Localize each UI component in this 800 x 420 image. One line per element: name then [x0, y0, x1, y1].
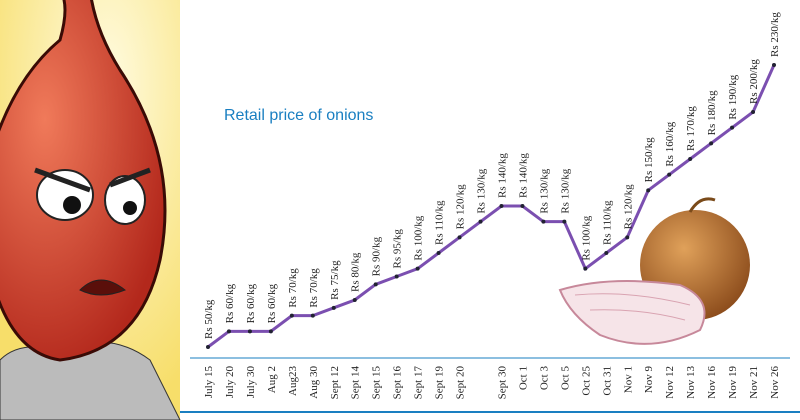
point	[373, 282, 378, 287]
point	[730, 125, 735, 130]
point	[415, 266, 420, 271]
point	[667, 172, 672, 177]
point	[499, 204, 504, 208]
value-label: Rs 110/kg	[434, 200, 446, 245]
value-label: Rs 75/kg	[329, 260, 341, 300]
value-label: Rs 50/kg	[203, 299, 215, 339]
x-tick-label: Nov 12	[664, 366, 676, 399]
value-label: Rs 180/kg	[706, 90, 718, 135]
value-label: Rs 70/kg	[287, 268, 299, 308]
x-tick-label: Sept 15	[371, 366, 383, 400]
x-tick-label: Oct 31	[601, 366, 613, 396]
x-tick-label: Nov 1	[622, 366, 634, 393]
value-label: Rs 95/kg	[392, 229, 404, 269]
point	[646, 188, 651, 193]
x-tick-label: Sept 30	[496, 366, 508, 400]
x-tick-label: Aug 2	[266, 366, 278, 393]
value-label: Rs 230/kg	[769, 12, 781, 57]
point	[562, 219, 567, 224]
point	[772, 63, 776, 67]
x-tick-label: Oct 3	[538, 366, 550, 391]
x-tick-label: Sept 14	[350, 366, 362, 400]
value-label: Rs 130/kg	[538, 168, 550, 213]
value-label: Rs 60/kg	[245, 283, 257, 323]
value-label: Rs 90/kg	[371, 236, 383, 276]
point	[226, 329, 231, 334]
value-label: Rs 100/kg	[413, 215, 425, 260]
value-label: Rs 130/kg	[559, 168, 571, 213]
value-label: Rs 140/kg	[496, 153, 508, 198]
value-label: Rs 60/kg	[224, 283, 236, 323]
value-label: Rs 170/kg	[685, 106, 697, 151]
point	[247, 329, 252, 334]
x-tick-label: Aug23	[287, 366, 299, 396]
x-tick-label: July 15	[203, 366, 215, 399]
x-tick-label: Nov 21	[748, 366, 760, 399]
point	[310, 313, 315, 318]
point	[457, 235, 462, 240]
point	[751, 110, 756, 114]
value-label: Rs 100/kg	[580, 215, 592, 260]
point	[478, 219, 483, 224]
x-tick-label: Sept 12	[329, 366, 341, 399]
value-label: Rs 120/kg	[455, 184, 467, 229]
point	[206, 345, 210, 349]
point	[583, 266, 588, 271]
value-label: Rs 120/kg	[622, 184, 634, 229]
value-label: Rs 110/kg	[601, 200, 613, 245]
point	[541, 219, 546, 224]
point	[520, 204, 525, 208]
value-label: Rs 130/kg	[476, 168, 488, 213]
x-tick-label: Sept 20	[455, 366, 467, 400]
x-tick-label: Nov 26	[769, 366, 781, 399]
point	[268, 329, 273, 334]
value-label: Rs 80/kg	[350, 252, 362, 292]
point	[688, 157, 693, 161]
point	[709, 141, 714, 146]
point	[436, 251, 441, 255]
x-tick-label: Oct 25	[580, 366, 592, 396]
x-tick-label: Oct 5	[559, 366, 571, 391]
x-tick-label: Aug 30	[308, 366, 320, 399]
value-label: Rs 160/kg	[664, 121, 676, 166]
x-tick-label: Sept 17	[413, 366, 425, 400]
x-tick-label: Sept 19	[434, 366, 446, 400]
point	[625, 235, 630, 240]
point	[604, 251, 609, 255]
chart-title: Retail price of onions	[224, 107, 373, 124]
point	[289, 313, 294, 318]
value-label: Rs 200/kg	[748, 59, 760, 104]
value-label: Rs 190/kg	[727, 74, 739, 119]
point	[331, 305, 336, 310]
value-label: Rs 60/kg	[266, 283, 278, 323]
x-tick-label: Nov 19	[727, 366, 739, 399]
value-label: Rs 70/kg	[308, 268, 320, 308]
x-tick-label: Nov 13	[685, 366, 697, 399]
x-tick-label: Oct 1	[517, 366, 529, 390]
price-line	[207, 64, 776, 349]
x-tick-label: July 30	[245, 366, 257, 399]
x-tick-label: July 20	[224, 366, 236, 399]
cartoon	[0, 0, 181, 420]
value-label: Rs 140/kg	[517, 153, 529, 198]
onion-photo	[558, 197, 750, 345]
x-tick-label: Nov 16	[706, 366, 718, 399]
point	[394, 274, 399, 279]
point	[352, 298, 357, 302]
value-label: Rs 150/kg	[643, 137, 655, 182]
x-tick-label: Sept 16	[392, 366, 404, 400]
x-tick-label: Nov 9	[643, 366, 655, 394]
